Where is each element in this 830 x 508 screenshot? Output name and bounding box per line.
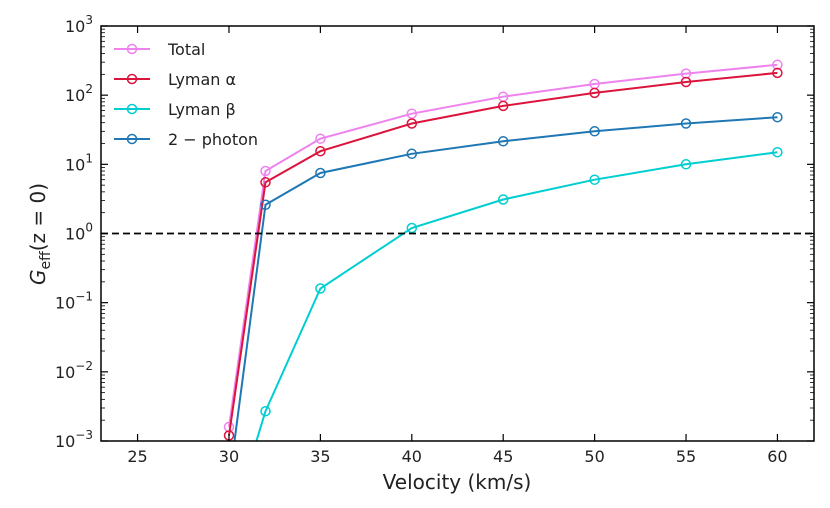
- y-tick-exponent: 0: [85, 221, 93, 235]
- legend-item-total: Total: [114, 40, 205, 59]
- y-tick-label: 10−3: [55, 428, 93, 451]
- y-tick-base: 10: [65, 86, 85, 105]
- data-point-two-photon: [680, 118, 692, 129]
- y-tick-label: 100: [65, 221, 93, 244]
- y-tick-base: 10: [55, 363, 75, 382]
- y-tick-exponent: −3: [75, 428, 93, 442]
- data-point-two-photon: [406, 148, 418, 160]
- x-tick-label: 50: [584, 447, 604, 466]
- y-tick-exponent: −1: [75, 290, 93, 304]
- data-point-two-photon: [315, 167, 326, 179]
- data-point-lyman-beta: [497, 194, 509, 205]
- y-axis-label-suffix: (z = 0): [26, 183, 50, 251]
- y-axis-label: Geff(z = 0): [26, 183, 54, 285]
- y-tick-base: 10: [55, 294, 75, 313]
- data-point-lyman-beta: [772, 146, 783, 158]
- y-tick-base: 10: [55, 432, 75, 451]
- series-line-lyman-beta: [255, 151, 778, 441]
- data-point-lyman-alpha: [406, 118, 418, 129]
- x-tick-label: 45: [493, 447, 513, 466]
- legend-label: Lyman α: [168, 70, 236, 89]
- x-tick-label: 40: [402, 447, 422, 466]
- data-point-lyman-beta: [315, 283, 326, 294]
- y-tick-label: 10−2: [55, 359, 93, 382]
- data-point-lyman-alpha: [589, 87, 600, 99]
- data-point-two-photon: [497, 136, 509, 147]
- data-point-lyman-beta: [589, 174, 600, 185]
- series-line-lyman-alpha: [228, 71, 778, 436]
- x-tick-label: 30: [219, 447, 239, 466]
- legend: Total Lyman α Lyman β 2 − photon: [114, 40, 258, 149]
- data-point-lyman-beta: [680, 159, 692, 170]
- x-tick-label: 25: [127, 447, 147, 466]
- legend-swatch-marker: [126, 73, 138, 85]
- y-tick-base: 10: [65, 225, 85, 244]
- data-point-total: [260, 165, 271, 177]
- data-point-lyman-beta: [260, 405, 271, 417]
- legend-label: Total: [167, 40, 205, 59]
- y-tick-base: 10: [65, 17, 85, 36]
- legend-label: 2 − photon: [168, 130, 258, 149]
- data-point-lyman-alpha: [680, 76, 692, 88]
- data-point-total: [772, 59, 783, 71]
- data-point-lyman-alpha: [772, 67, 783, 79]
- y-tick-label: 103: [65, 13, 93, 36]
- y-tick-exponent: 3: [85, 13, 93, 27]
- legend-item-lyman-beta: Lyman β: [114, 100, 236, 119]
- data-point-lyman-alpha: [260, 177, 271, 188]
- series-line-total: [228, 63, 778, 428]
- x-axis-label: Velocity (km/s): [383, 470, 532, 494]
- legend-item-two-photon: 2 − photon: [114, 130, 258, 149]
- y-tick-exponent: 2: [85, 82, 93, 96]
- legend-label: Lyman β: [168, 100, 236, 119]
- data-point-total: [406, 108, 418, 119]
- x-tick-label: 60: [767, 447, 787, 466]
- data-point-two-photon: [772, 111, 783, 123]
- data-point-two-photon: [589, 126, 600, 137]
- legend-swatch-marker: [126, 133, 138, 145]
- y-tick-label: 102: [65, 82, 93, 105]
- x-tick-label: 35: [310, 447, 330, 466]
- legend-item-lyman-alpha: Lyman α: [114, 70, 236, 89]
- data-point-two-photon: [260, 199, 271, 211]
- y-tick-base: 10: [65, 155, 85, 174]
- x-axis: 25 30 35 40 45 50 55 60: [127, 26, 788, 466]
- data-point-lyman-alpha: [497, 100, 509, 112]
- y-axis-label-main: G: [26, 270, 50, 286]
- y-axis-label-sub: eff: [38, 251, 54, 270]
- y-tick-exponent: 1: [85, 151, 93, 165]
- x-tick-label: 55: [676, 447, 696, 466]
- data-point-lyman-beta: [406, 222, 418, 234]
- legend-swatch-marker: [126, 103, 138, 115]
- data-point-lyman-alpha: [315, 145, 326, 157]
- data-point-total: [315, 133, 326, 144]
- y-tick-exponent: −2: [75, 359, 93, 373]
- series-line-two-photon: [233, 116, 778, 441]
- y-tick-label: 10−1: [55, 290, 93, 313]
- legend-swatch-marker: [126, 43, 138, 55]
- series-layer: [223, 59, 783, 441]
- y-tick-label: 101: [65, 151, 93, 174]
